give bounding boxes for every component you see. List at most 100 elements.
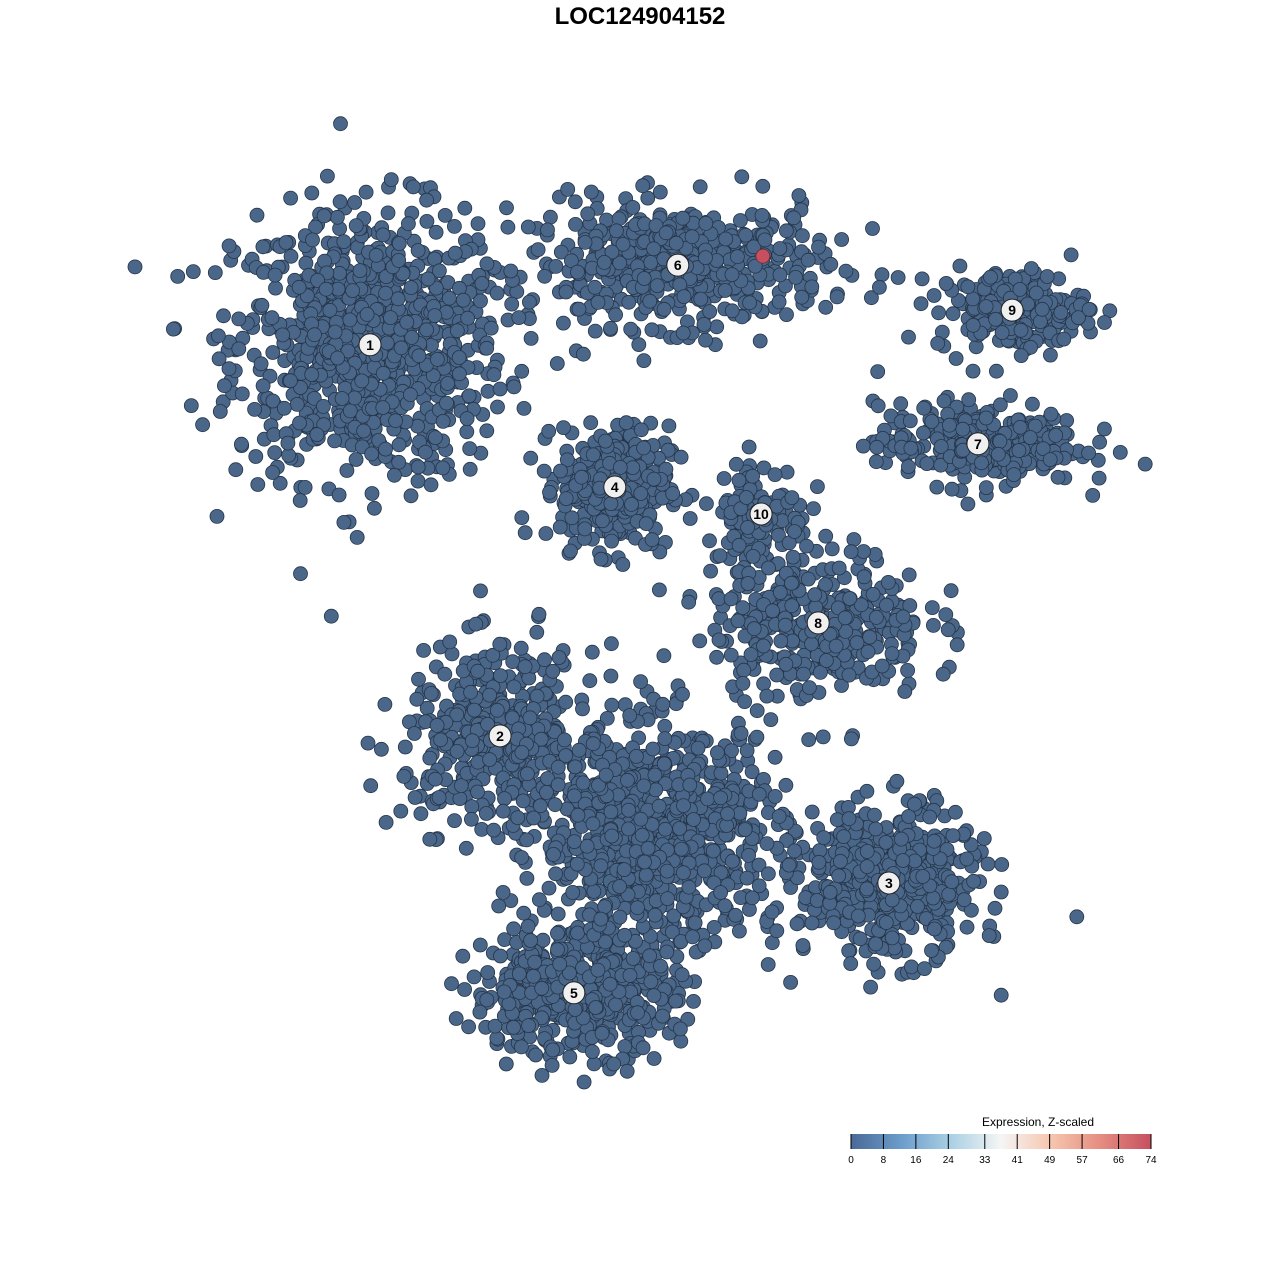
data-point: [952, 258, 968, 274]
data-point: [938, 607, 954, 622]
data-point: [1056, 331, 1072, 347]
data-point: [212, 404, 228, 419]
data-point: [926, 833, 942, 849]
data-point: [520, 918, 536, 934]
data-point: [393, 340, 409, 356]
data-point: [652, 582, 667, 598]
data-point: [570, 925, 585, 941]
data-point: [368, 247, 384, 263]
data-point: [457, 200, 473, 216]
data-point: [383, 310, 398, 326]
data-point: [852, 931, 868, 947]
data-point: [427, 308, 443, 324]
data-point: [735, 676, 751, 691]
data-point: [523, 933, 538, 948]
data-point: [618, 415, 634, 431]
data-point: [517, 525, 533, 541]
data-point: [585, 447, 601, 463]
data-point: [646, 988, 662, 1003]
data-point: [536, 463, 552, 479]
data-point: [931, 305, 946, 321]
data-point: [547, 797, 563, 813]
data-point: [254, 297, 270, 313]
data-point: [542, 484, 557, 500]
data-point: [940, 622, 956, 638]
data-point: [411, 671, 426, 687]
data-point: [682, 511, 698, 526]
data-point: [693, 291, 709, 307]
data-point: [983, 269, 998, 285]
data-point: [428, 224, 444, 240]
data-point: [506, 1019, 521, 1035]
data-point: [514, 510, 530, 525]
data-point: [504, 296, 520, 312]
data-point: [990, 446, 1006, 462]
data-point: [657, 821, 673, 837]
data-point: [333, 116, 348, 132]
data-point: [904, 959, 919, 975]
data-point: [700, 791, 715, 807]
data-point: [894, 831, 909, 847]
data-point: [185, 264, 201, 280]
data-point: [617, 1039, 633, 1054]
data-point: [730, 249, 745, 265]
data-point: [652, 184, 668, 200]
data-point: [961, 392, 977, 408]
data-point: [779, 464, 795, 480]
data-point: [945, 306, 961, 322]
data-point: [697, 938, 713, 954]
data-point: [706, 920, 722, 935]
data-point: [451, 350, 467, 365]
data-point: [378, 441, 393, 457]
data-point: [329, 209, 345, 225]
data-point: [646, 241, 661, 257]
data-point: [397, 739, 413, 755]
data-point: [837, 610, 853, 626]
data-point: [216, 378, 232, 394]
data-point: [575, 701, 590, 717]
data-point: [823, 256, 839, 272]
data-point: [234, 386, 250, 402]
data-point: [603, 668, 619, 684]
data-point: [419, 213, 435, 229]
data-point: [327, 324, 343, 340]
data-point: [267, 267, 283, 283]
data-point: [585, 816, 601, 832]
data-point: [562, 1049, 578, 1065]
data-point: [479, 992, 495, 1008]
data-point: [347, 390, 363, 406]
data-point: [127, 259, 143, 275]
data-point: [537, 652, 552, 668]
data-point: [865, 221, 880, 236]
data-point: [994, 325, 1010, 341]
data-point: [818, 528, 834, 544]
data-point: [380, 205, 396, 221]
data-point: [495, 803, 511, 819]
data-point: [622, 968, 638, 983]
data-point: [741, 439, 757, 455]
data-point: [375, 365, 391, 381]
data-point: [529, 624, 545, 640]
data-point: [309, 427, 325, 443]
data-point: [1097, 421, 1112, 437]
data-point: [228, 462, 244, 478]
data-point: [804, 636, 819, 652]
data-point: [856, 544, 871, 559]
data-point: [612, 459, 628, 475]
data-point: [994, 857, 1010, 872]
data-point: [400, 216, 416, 232]
data-point: [915, 869, 931, 884]
data-point: [472, 937, 488, 953]
data-point: [801, 732, 817, 748]
data-point: [247, 401, 263, 417]
data-point: [855, 438, 871, 454]
data-point: [427, 771, 443, 787]
data-point: [403, 280, 419, 296]
data-point: [221, 361, 237, 377]
data-point: [577, 521, 593, 537]
data-point: [1013, 348, 1029, 364]
data-point: [804, 804, 820, 820]
data-point: [331, 487, 347, 503]
data-point: [981, 928, 997, 943]
data-point: [779, 307, 794, 323]
